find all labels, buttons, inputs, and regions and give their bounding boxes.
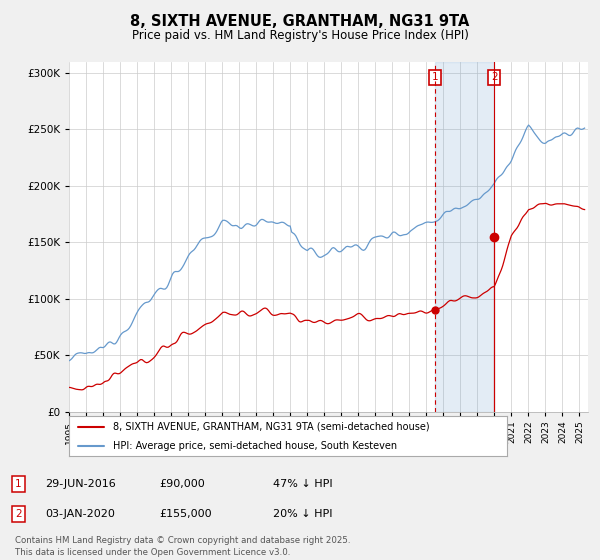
Text: 1: 1 [15, 479, 22, 489]
Text: 2: 2 [15, 509, 22, 519]
Text: 47% ↓ HPI: 47% ↓ HPI [273, 479, 332, 489]
Text: 1: 1 [431, 72, 438, 82]
Text: 2: 2 [491, 72, 498, 82]
Text: £155,000: £155,000 [159, 509, 212, 519]
Text: Contains HM Land Registry data © Crown copyright and database right 2025.
This d: Contains HM Land Registry data © Crown c… [15, 536, 350, 557]
Text: £90,000: £90,000 [159, 479, 205, 489]
Text: 20% ↓ HPI: 20% ↓ HPI [273, 509, 332, 519]
Text: 29-JUN-2016: 29-JUN-2016 [45, 479, 116, 489]
Text: Price paid vs. HM Land Registry's House Price Index (HPI): Price paid vs. HM Land Registry's House … [131, 29, 469, 42]
Text: 8, SIXTH AVENUE, GRANTHAM, NG31 9TA: 8, SIXTH AVENUE, GRANTHAM, NG31 9TA [130, 14, 470, 29]
Text: 8, SIXTH AVENUE, GRANTHAM, NG31 9TA (semi-detached house): 8, SIXTH AVENUE, GRANTHAM, NG31 9TA (sem… [113, 422, 430, 432]
Text: 03-JAN-2020: 03-JAN-2020 [45, 509, 115, 519]
Bar [435, 62, 494, 412]
Text: HPI: Average price, semi-detached house, South Kesteven: HPI: Average price, semi-detached house,… [113, 441, 397, 450]
